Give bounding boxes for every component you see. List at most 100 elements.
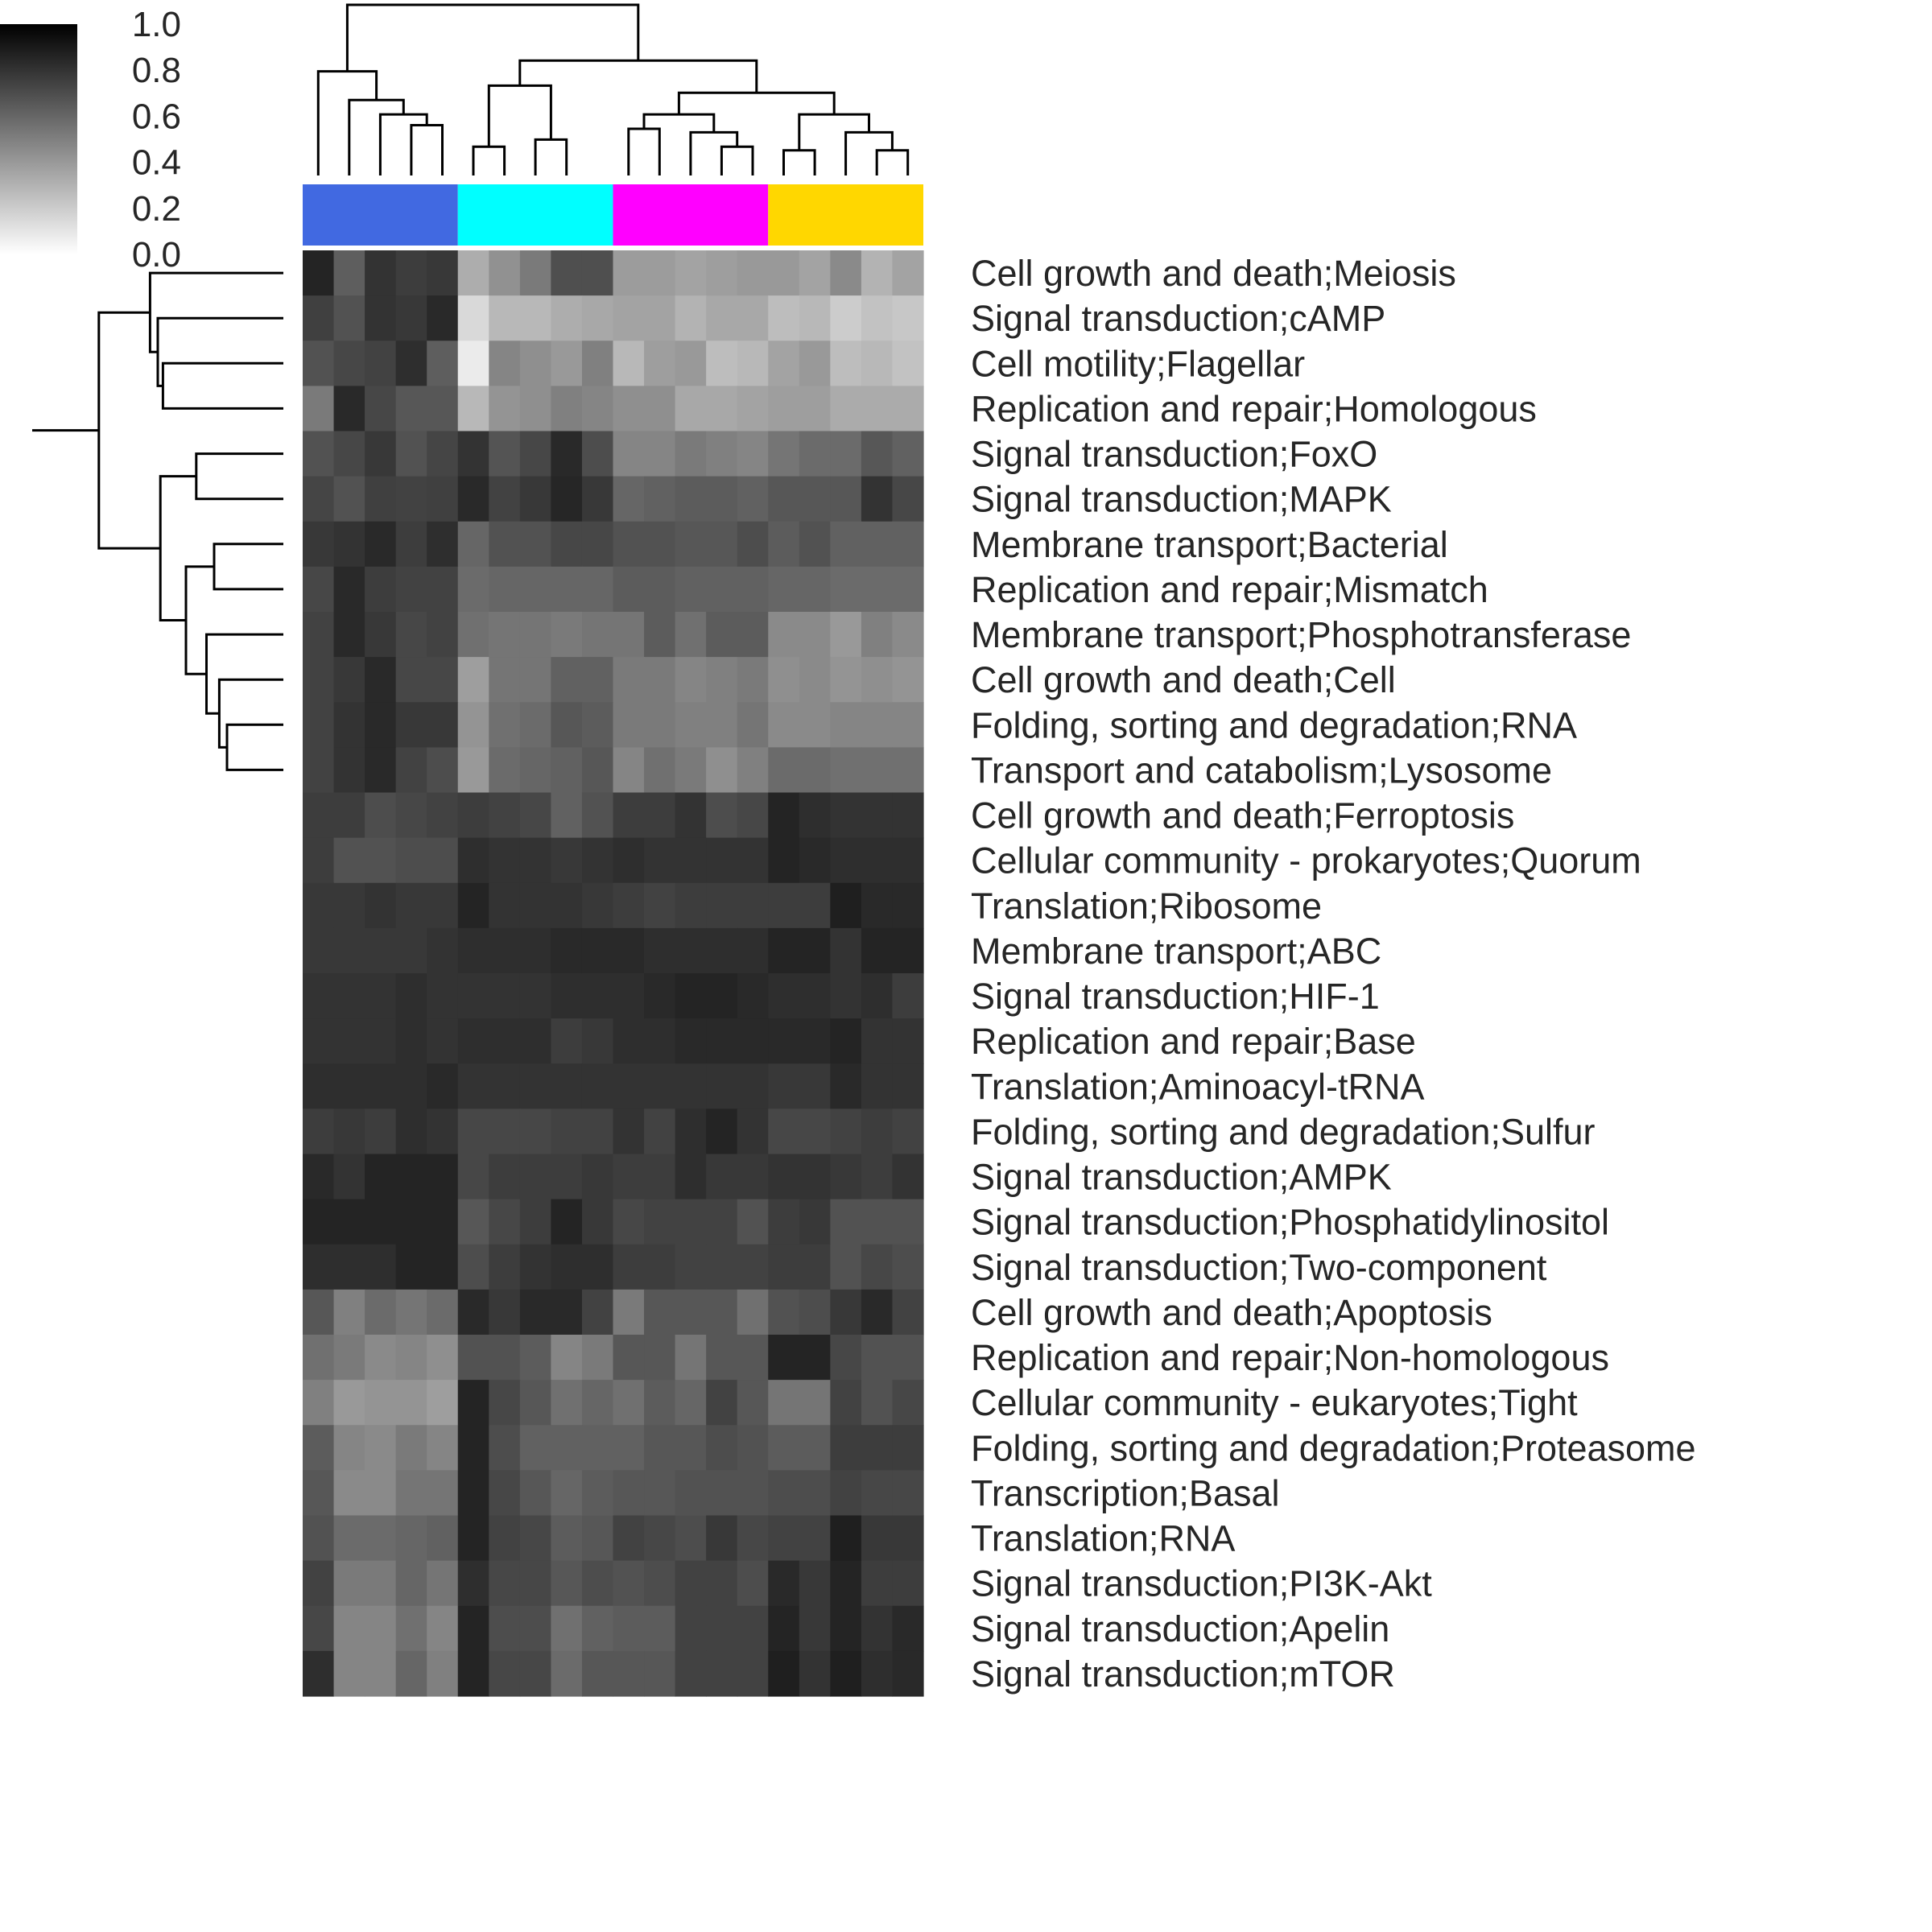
row-label: Signal transduction;FoxO <box>971 434 1377 475</box>
heatmap-cell <box>333 1108 365 1155</box>
heatmap-cell <box>768 1018 800 1064</box>
heatmap-cell <box>644 1605 676 1652</box>
heatmap-cell <box>427 1560 459 1607</box>
heatmap-cell <box>519 386 551 432</box>
heatmap-cell <box>365 1650 397 1697</box>
heatmap-cell <box>581 1108 614 1155</box>
heatmap-cell <box>395 566 427 613</box>
dendrogram-link <box>410 124 444 175</box>
heatmap-cell <box>519 927 551 974</box>
heatmap-cell <box>457 1515 489 1562</box>
heatmap-cell <box>519 1470 551 1517</box>
heatmap-cell <box>303 927 335 974</box>
heatmap-cell <box>303 1560 335 1607</box>
heatmap-cell <box>768 792 800 839</box>
heatmap-cell <box>737 837 769 884</box>
heatmap-cell <box>861 476 894 522</box>
heatmap-cell <box>737 882 769 929</box>
heatmap-cell <box>457 521 489 568</box>
heatmap-cell <box>489 386 521 432</box>
heatmap-cell <box>830 386 862 432</box>
heatmap-cell <box>737 1650 769 1697</box>
heatmap-cell <box>581 747 614 794</box>
heatmap-cell <box>861 747 894 794</box>
heatmap-cell <box>861 792 894 839</box>
heatmap-cell <box>675 566 707 613</box>
heatmap-cell <box>737 1244 769 1290</box>
heatmap-cell <box>737 476 769 522</box>
heatmap-cell <box>675 341 707 386</box>
heatmap-cell <box>427 657 459 703</box>
row-label: Cell growth and death;Cell <box>971 659 1396 700</box>
colorbar-tick-label: 0.4 <box>132 143 181 183</box>
heatmap-cell <box>830 1108 862 1155</box>
heatmap-cell <box>365 927 397 974</box>
heatmap-cell <box>613 566 645 613</box>
heatmap-cell <box>395 431 427 477</box>
heatmap-cell <box>799 1244 831 1290</box>
heatmap-cell <box>303 973 335 1019</box>
heatmap-cell <box>551 476 583 522</box>
heatmap-cell <box>861 1335 894 1381</box>
heatmap-cell <box>581 250 614 296</box>
heatmap-cell <box>830 1560 862 1607</box>
heatmap-cell <box>333 431 365 477</box>
heatmap-cell <box>365 1063 397 1109</box>
heatmap-cell <box>768 612 800 658</box>
heatmap-cell <box>830 1199 862 1245</box>
heatmap-cell <box>861 250 894 296</box>
heatmap-cell <box>303 1650 335 1697</box>
heatmap-cell <box>644 1289 676 1335</box>
heatmap-cell <box>706 386 738 432</box>
heatmap-cell <box>675 1199 707 1245</box>
heatmap-cell <box>519 295 551 341</box>
heatmap-cell <box>365 1560 397 1607</box>
dendrogram-link <box>677 91 836 115</box>
row-label: Cellular community - prokaryotes;Quorum <box>971 840 1641 881</box>
heatmap-cell <box>303 1154 335 1200</box>
heatmap-cell <box>768 1650 800 1697</box>
heatmap-cell <box>644 1470 676 1517</box>
heatmap-cell <box>489 521 521 568</box>
heatmap-cell <box>365 1425 397 1471</box>
row-label: Membrane transport;ABC <box>971 931 1381 972</box>
heatmap-cell <box>581 1063 614 1109</box>
heatmap-cell <box>303 386 335 432</box>
heatmap-cell <box>675 1605 707 1652</box>
heatmap-cell <box>861 521 894 568</box>
heatmap-cell <box>644 1335 676 1381</box>
heatmap-cell <box>799 927 831 974</box>
heatmap-cell <box>861 341 894 386</box>
heatmap-cell <box>892 747 924 794</box>
heatmap-cell <box>768 1335 800 1381</box>
row-label: Replication and repair;Homologous <box>971 388 1537 429</box>
heatmap-cell <box>519 1289 551 1335</box>
heatmap-cell <box>892 1380 924 1426</box>
heatmap-cell <box>395 612 427 658</box>
heatmap-cell <box>768 1063 800 1109</box>
heatmap-cell <box>706 1154 738 1200</box>
heatmap-cell <box>457 1108 489 1155</box>
heatmap-cell <box>768 341 800 386</box>
heatmap-cell <box>427 1154 459 1200</box>
heatmap-cell <box>706 1470 738 1517</box>
heatmap-cell <box>395 1560 427 1607</box>
heatmap-cell <box>427 747 459 794</box>
heatmap-cell <box>737 341 769 386</box>
heatmap-cell <box>892 882 924 929</box>
heatmap-cell <box>892 1289 924 1335</box>
heatmap-cell <box>581 1018 614 1064</box>
heatmap-cell <box>892 837 924 884</box>
heatmap-cell <box>581 792 614 839</box>
heatmap-cell <box>861 882 894 929</box>
heatmap-cell <box>830 1380 862 1426</box>
heatmap-cell <box>457 927 489 974</box>
heatmap-cell <box>303 1515 335 1562</box>
heatmap-cell <box>737 1154 769 1200</box>
heatmap-cell <box>519 341 551 386</box>
heatmap-cell <box>737 747 769 794</box>
heatmap-cell <box>303 1018 335 1064</box>
heatmap-cell <box>333 973 365 1019</box>
heatmap-cell <box>613 612 645 658</box>
